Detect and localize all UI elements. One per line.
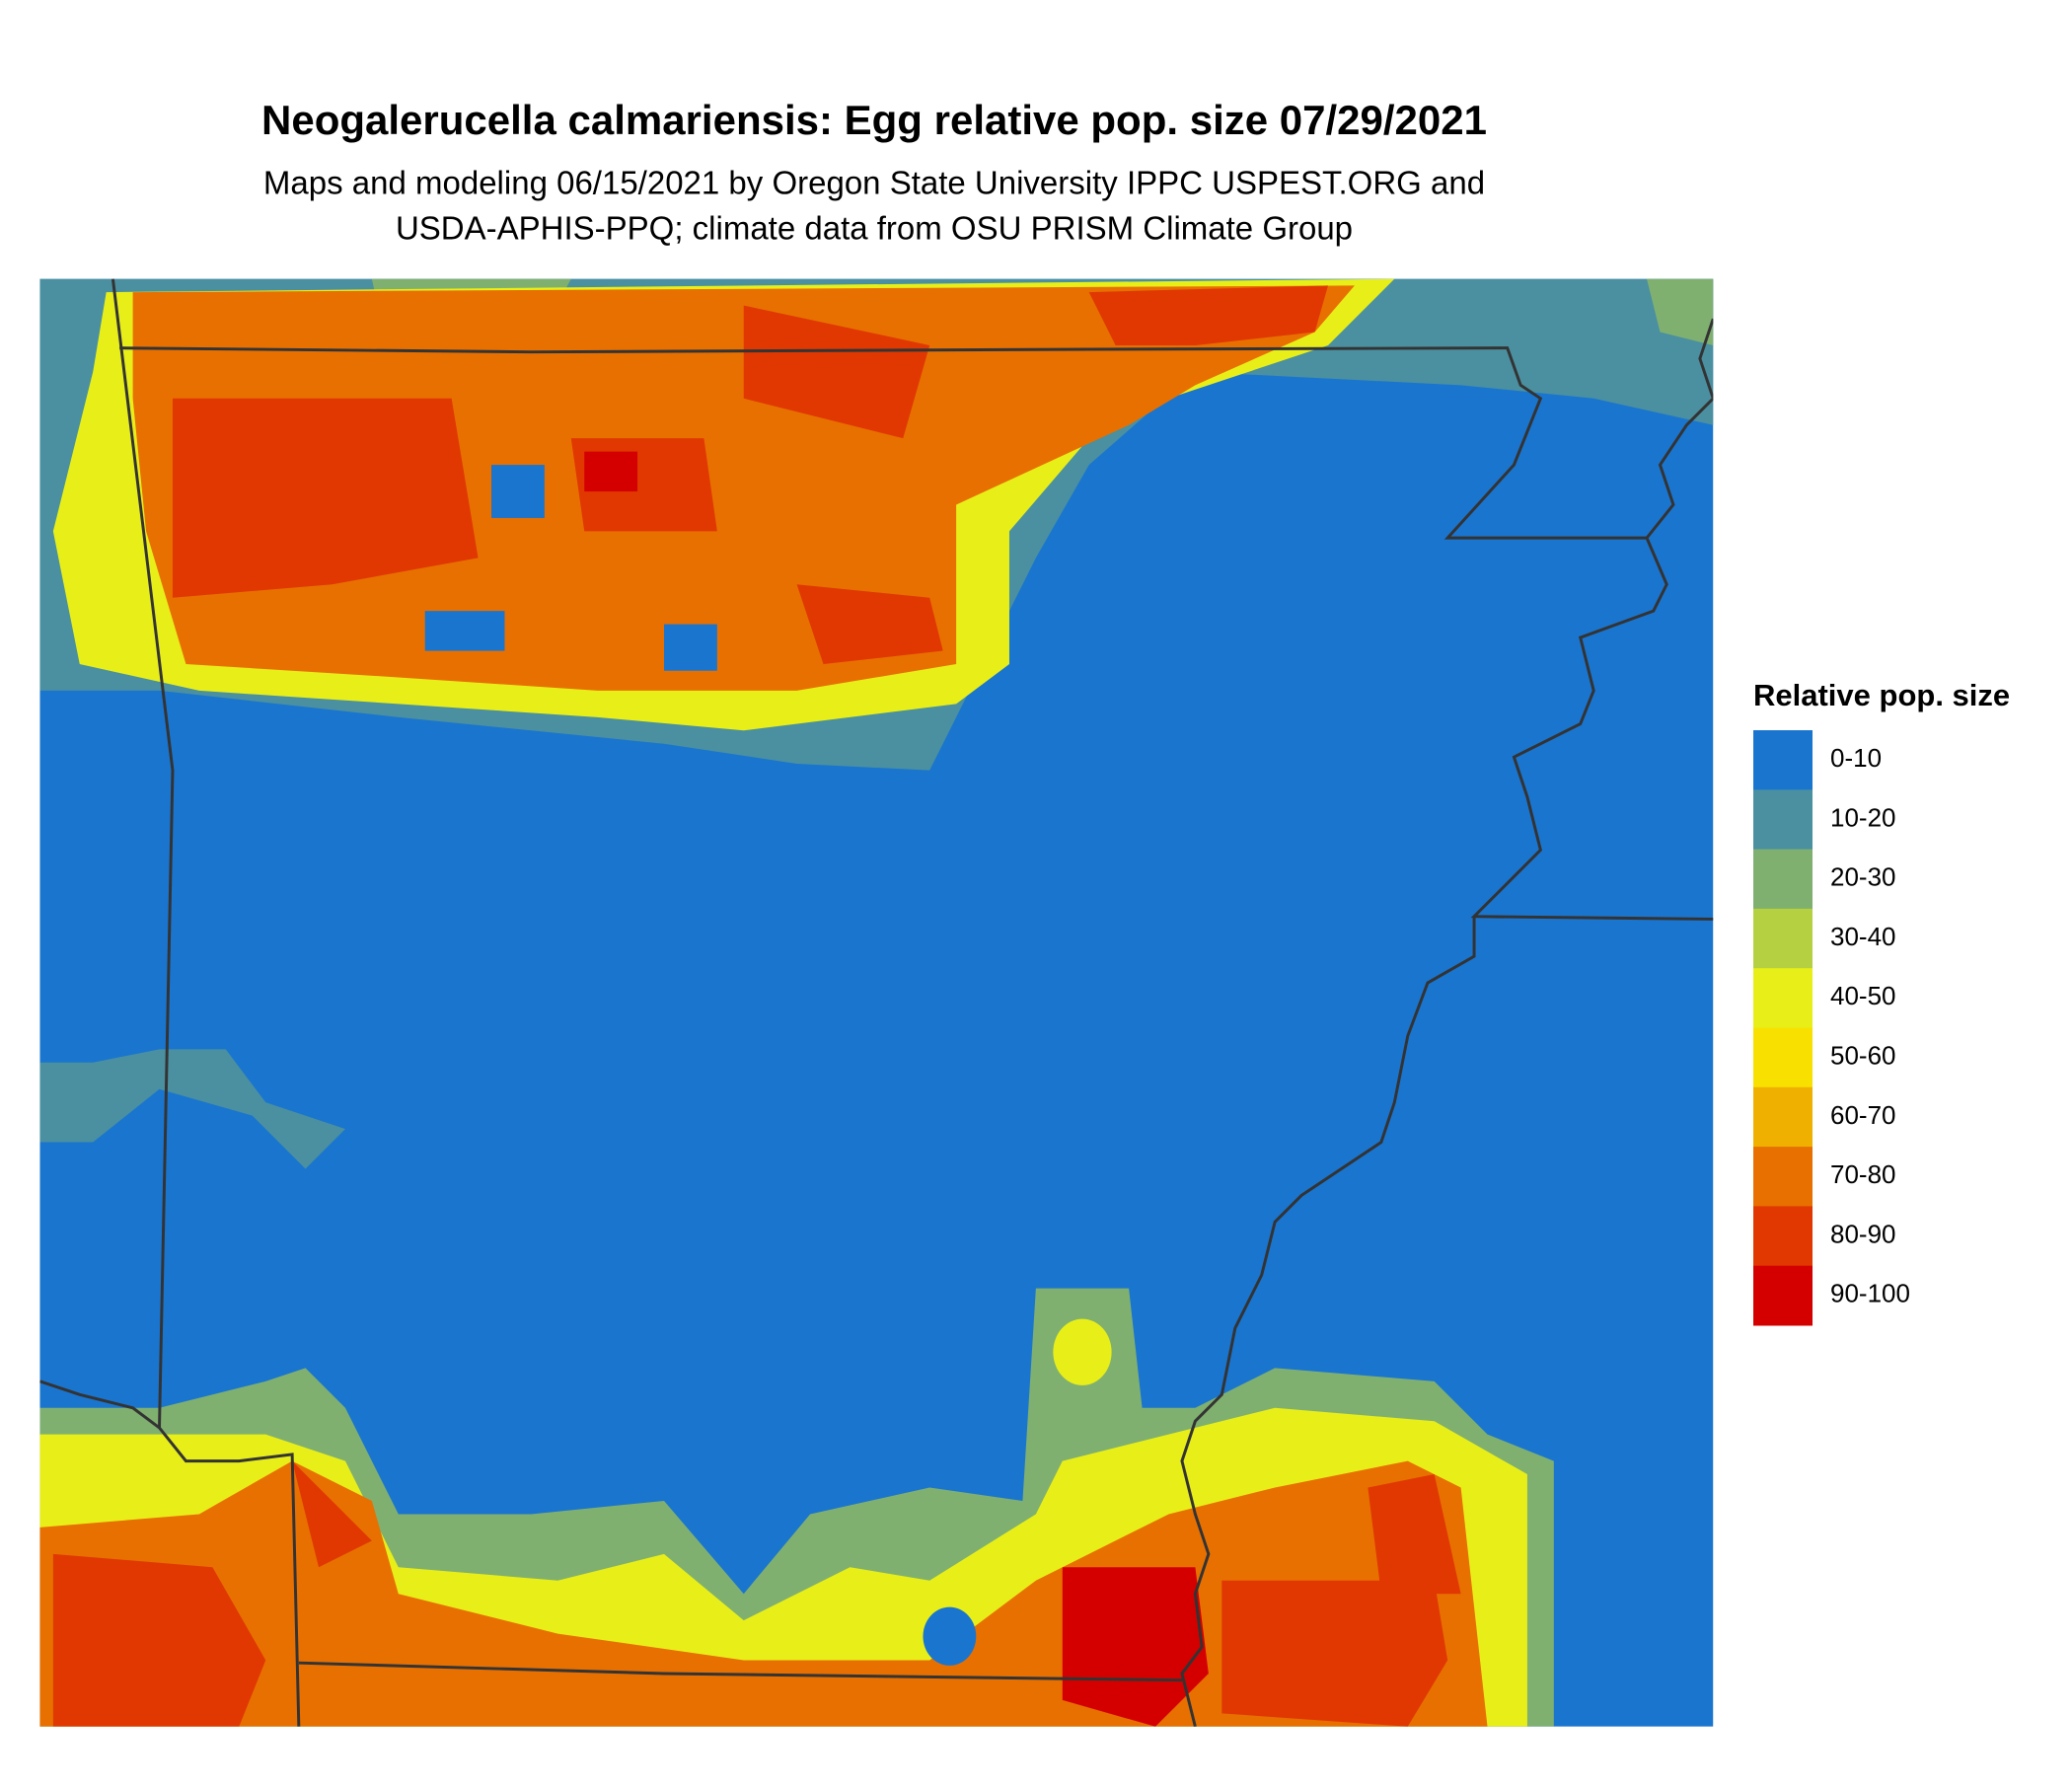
legend-label: 90-100 — [1830, 1279, 1910, 1308]
map-region — [491, 465, 545, 518]
map-region — [1368, 1474, 1461, 1595]
map-region — [1221, 1580, 1448, 1727]
legend-swatch — [1753, 730, 1813, 790]
map — [39, 278, 1714, 1727]
legend-swatch — [1753, 968, 1813, 1028]
legend-swatch — [1753, 789, 1813, 851]
state-border — [298, 1661, 1182, 1682]
map-region — [664, 624, 717, 671]
map-region — [1647, 278, 1714, 345]
map-region — [172, 398, 479, 598]
state-border — [111, 278, 175, 1428]
legend-swatch — [1753, 1147, 1813, 1207]
map-region — [1062, 1567, 1209, 1727]
map-region — [584, 451, 638, 492]
legend-swatch — [1753, 849, 1813, 910]
map-region — [424, 611, 505, 651]
map-region — [743, 305, 930, 439]
subtitle: USDA-APHIS-PPQ; climate data from OSU PR… — [396, 210, 1353, 247]
legend-title: Relative pop. size — [1753, 678, 2010, 712]
legend-label: 50-60 — [1830, 1041, 1896, 1071]
map-region — [1088, 285, 1328, 345]
legend-label: 20-30 — [1830, 862, 1896, 892]
state-border — [39, 1379, 301, 1727]
legend-label: 60-70 — [1830, 1100, 1896, 1130]
legend-swatch — [1753, 1027, 1813, 1088]
legend-swatch — [1753, 1206, 1813, 1267]
legend: 0-10 10-20 20-30 30-40 40-50 50-60 60-70 70-80 8… — [1753, 730, 1910, 1326]
subtitle: Maps and modeling 06/15/2021 by Oregon S… — [263, 165, 1485, 201]
map-region — [923, 1606, 977, 1666]
map-region — [132, 285, 1355, 691]
legend-swatch — [1753, 1265, 1813, 1326]
legend-swatch — [1753, 1086, 1813, 1148]
map-region — [52, 1553, 266, 1727]
map-region — [39, 1049, 345, 1169]
map-region — [1053, 1318, 1112, 1385]
state-border — [1180, 916, 1476, 1727]
legend-swatch — [1753, 908, 1813, 969]
map-region — [796, 584, 943, 664]
legend-label: 40-50 — [1830, 981, 1896, 1010]
state-border — [119, 346, 1714, 921]
legend-label: 80-90 — [1830, 1219, 1896, 1248]
legend-label: 30-40 — [1830, 922, 1896, 951]
legend-label: 10-20 — [1830, 802, 1896, 832]
state-border — [1645, 318, 1714, 540]
title: Neogalerucella calmariensis: Egg relativ… — [261, 97, 1487, 143]
map-region — [292, 1460, 372, 1568]
legend-label: 70-80 — [1830, 1159, 1896, 1189]
legend-label: 0-10 — [1830, 743, 1882, 773]
